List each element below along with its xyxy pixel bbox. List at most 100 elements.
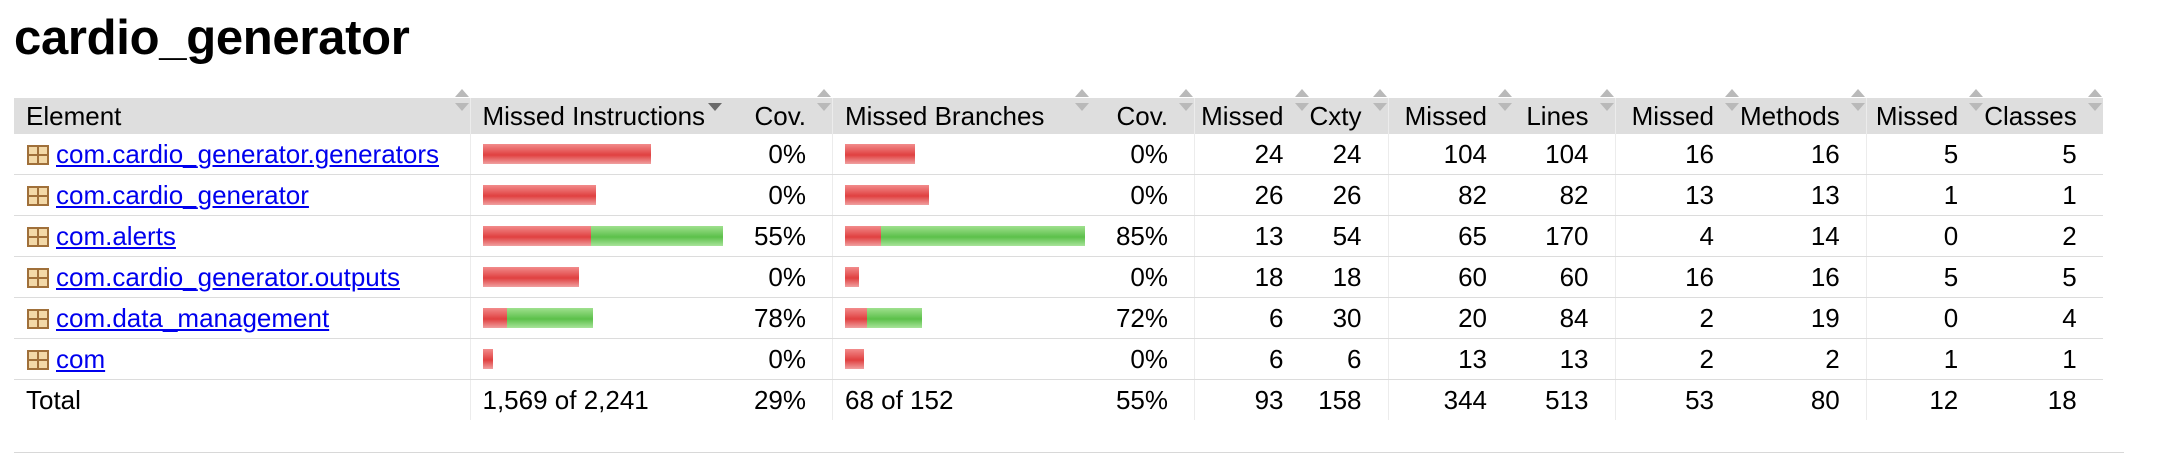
methods: 19 xyxy=(1740,297,1867,339)
instruction-bar-cell xyxy=(470,297,723,339)
branch-bar-cell xyxy=(832,174,1090,216)
column-header-missed-complexity[interactable]: Missed xyxy=(1194,88,1310,134)
covered-bar xyxy=(590,226,723,246)
column-header-lines[interactable]: Lines xyxy=(1513,88,1616,134)
package-link[interactable]: com.cardio_generator xyxy=(56,179,309,210)
missed-lines: 60 xyxy=(1388,256,1513,298)
branch-bar-cell xyxy=(832,215,1090,257)
classes: 1 xyxy=(1984,174,2103,216)
branch-coverage-bar xyxy=(833,185,1090,205)
missed-complexity: 13 xyxy=(1194,215,1310,257)
missed-bar xyxy=(845,144,915,164)
classes: 4 xyxy=(1984,297,2103,339)
branch-coverage-bar xyxy=(833,267,1090,287)
package-link[interactable]: com.cardio_generator.outputs xyxy=(56,261,400,292)
missed-lines: 82 xyxy=(1388,174,1513,216)
column-header-classes[interactable]: Classes xyxy=(1984,88,2103,134)
total-classes: 18 xyxy=(2047,384,2077,415)
package-icon xyxy=(27,308,49,329)
element-cell: com xyxy=(14,338,471,380)
total-missed-classes: 12 xyxy=(1929,384,1959,415)
instruction-coverage: 0% xyxy=(722,174,833,216)
table-row: com.data_management 78% 72% 6 30 20 84 2 19 0 4 xyxy=(14,297,2103,339)
missed-lines: 104 xyxy=(1388,134,1513,175)
package-icon xyxy=(27,185,49,206)
missed-classes: 1 xyxy=(1866,338,1985,380)
missed-methods: 4 xyxy=(1615,215,1740,257)
complexity: 18 xyxy=(1309,256,1389,298)
instruction-coverage-bar xyxy=(471,226,723,246)
missed-lines: 20 xyxy=(1388,297,1513,339)
branch-bar-cell xyxy=(832,297,1090,339)
total-lines: 513 xyxy=(1513,379,1616,420)
instruction-bar-cell xyxy=(470,338,723,380)
coverage-table: Element Missed Instructions Cov. Missed … xyxy=(14,88,2103,420)
branch-coverage-bar xyxy=(833,144,1090,164)
instruction-bar-cell xyxy=(470,174,723,216)
missed-classes: 0 xyxy=(1866,297,1985,339)
table-row: com.cardio_generator.outputs 0% 0% 18 18 60 60… xyxy=(14,256,2103,298)
instruction-bar-cell xyxy=(470,215,723,257)
element-cell: com.cardio_generator.generators xyxy=(14,134,471,175)
column-header-missed-instructions[interactable]: Missed Instructions xyxy=(470,98,723,134)
column-header-element[interactable]: Element xyxy=(14,88,471,134)
missed-bar xyxy=(482,308,507,328)
lines: 82 xyxy=(1513,174,1616,216)
lines: 84 xyxy=(1513,297,1616,339)
missed-bar xyxy=(482,144,651,164)
branch-coverage-bar xyxy=(833,308,1090,328)
table-row: com.cardio_generator.generators 0% 0% 24 24 1… xyxy=(14,134,2103,175)
package-link[interactable]: com xyxy=(56,343,106,374)
total-instructions: 1,569 of 2,241 xyxy=(482,384,649,415)
table-row: com 0% 0% 6 6 13 13 2 2 1 1 xyxy=(14,338,2103,380)
package-link[interactable]: com.cardio_generator.generators xyxy=(56,138,440,169)
branch-coverage-bar xyxy=(833,349,1090,369)
missed-complexity: 6 xyxy=(1194,338,1310,380)
branch-bar-cell xyxy=(832,338,1090,380)
column-header-missed-lines[interactable]: Missed xyxy=(1388,88,1513,134)
column-header-missed-branches[interactable]: Missed Branches xyxy=(832,88,1090,134)
instruction-coverage-bar xyxy=(471,144,723,164)
footer-divider xyxy=(14,452,2124,453)
package-link[interactable]: com.data_management xyxy=(56,302,330,333)
instruction-coverage-bar xyxy=(471,267,723,287)
package-icon xyxy=(27,144,49,165)
package-icon xyxy=(27,226,49,247)
complexity: 24 xyxy=(1309,134,1389,175)
branch-coverage: 0% xyxy=(1089,134,1195,175)
column-header-missed-methods[interactable]: Missed xyxy=(1615,88,1740,134)
column-header-instruction-coverage[interactable]: Cov. xyxy=(722,88,833,134)
missed-bar xyxy=(482,349,493,369)
total-row: Total 1,569 of 2,241 29% 68 of 152 55% 9… xyxy=(14,379,2103,420)
complexity: 26 xyxy=(1309,174,1389,216)
element-cell: com.cardio_generator xyxy=(14,174,471,216)
classes: 5 xyxy=(1984,256,2103,298)
package-icon xyxy=(27,267,49,288)
instruction-bar-cell xyxy=(470,134,723,175)
total-label: Total xyxy=(14,379,471,420)
methods: 16 xyxy=(1740,256,1867,298)
package-link[interactable]: com.alerts xyxy=(56,220,176,251)
element-cell: com.cardio_generator.outputs xyxy=(14,256,471,298)
column-header-missed-classes[interactable]: Missed xyxy=(1866,88,1985,134)
total-complexity: 158 xyxy=(1309,379,1389,420)
lines: 104 xyxy=(1513,134,1616,175)
complexity: 6 xyxy=(1309,338,1389,380)
total-branches: 68 of 152 xyxy=(845,384,954,415)
total-methods: 80 xyxy=(1740,379,1867,420)
column-header-methods[interactable]: Methods xyxy=(1740,88,1867,134)
branch-coverage: 0% xyxy=(1089,256,1195,298)
column-header-branch-coverage[interactable]: Cov. xyxy=(1089,88,1195,134)
branch-bar-cell xyxy=(832,134,1090,175)
methods: 13 xyxy=(1740,174,1867,216)
complexity: 30 xyxy=(1309,297,1389,339)
classes: 5 xyxy=(1984,134,2103,175)
classes: 2 xyxy=(1984,215,2103,257)
column-header-complexity[interactable]: Cxty xyxy=(1309,88,1389,134)
methods: 2 xyxy=(1740,338,1867,380)
instruction-coverage: 0% xyxy=(722,134,833,175)
missed-classes: 0 xyxy=(1866,215,1985,257)
missed-bar xyxy=(845,226,881,246)
instruction-coverage: 0% xyxy=(722,256,833,298)
total-missed-complexity: 93 xyxy=(1254,384,1284,415)
